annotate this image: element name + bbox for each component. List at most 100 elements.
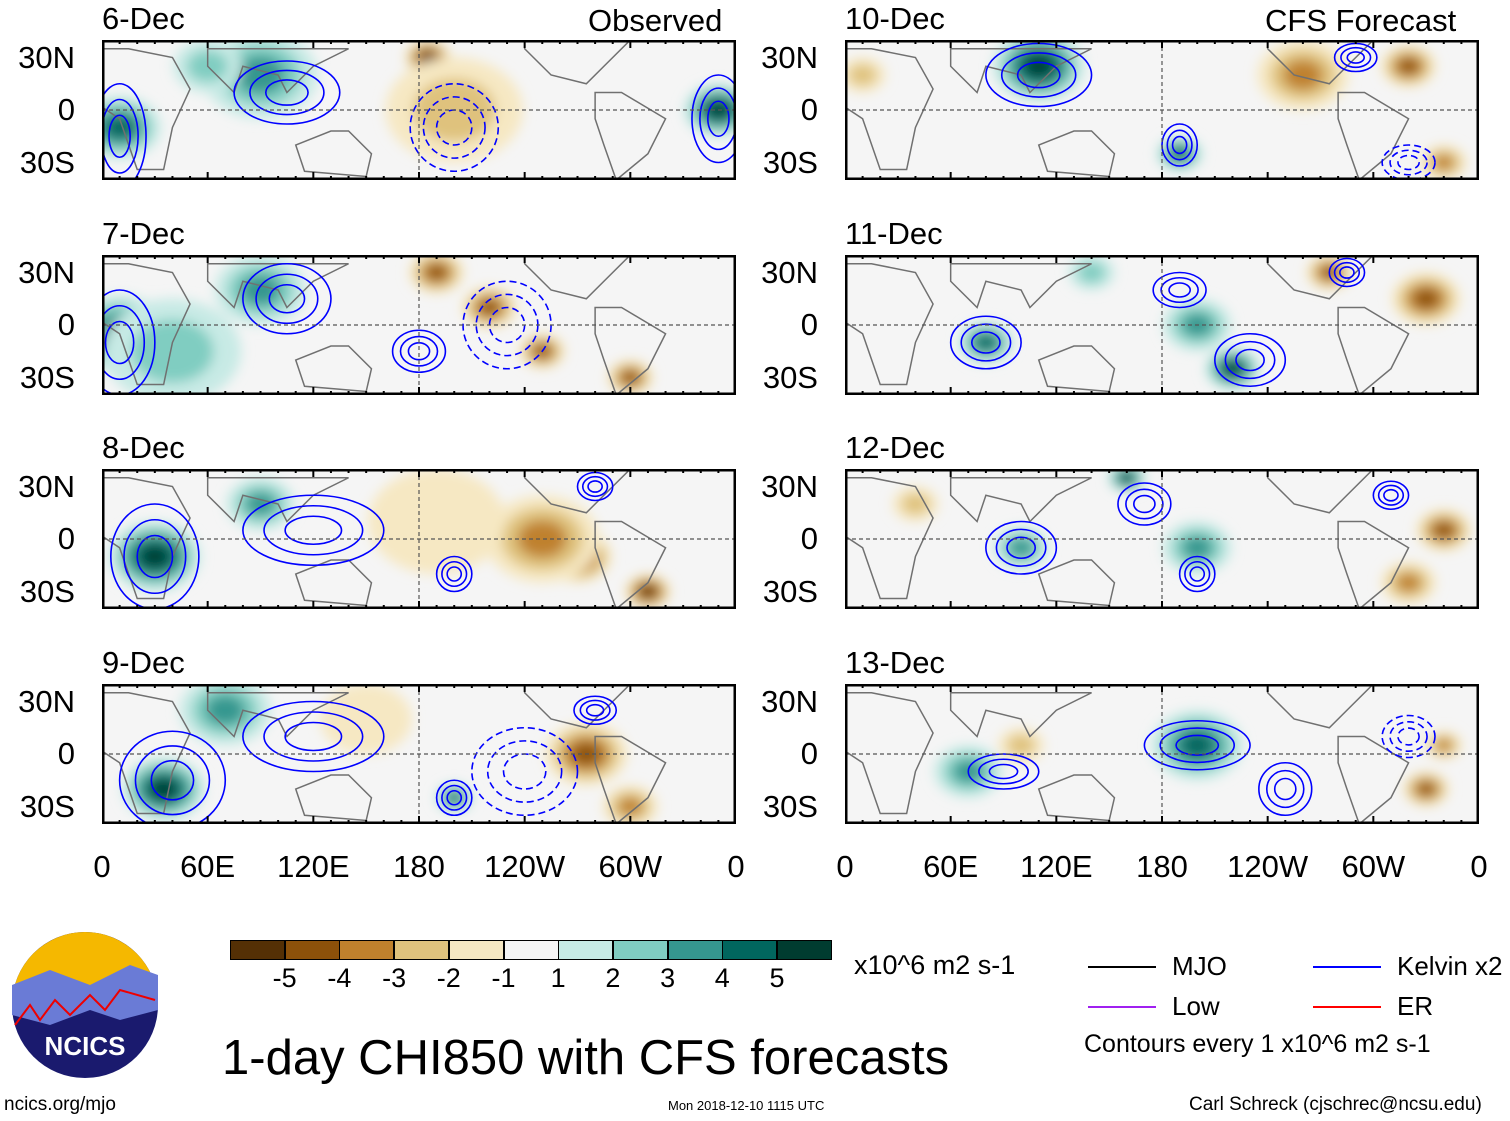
kelvin-contour	[1389, 720, 1428, 752]
kelvin-contour	[255, 273, 319, 325]
kelvin-contour	[1175, 734, 1220, 756]
coastline	[845, 477, 934, 600]
kelvin-contour	[1171, 135, 1188, 155]
legend-line	[1088, 966, 1156, 968]
panel-date: 10-Dec	[845, 1, 945, 36]
coastline	[294, 130, 373, 178]
colorbar-label: -5	[272, 963, 297, 993]
footer-center: Mon 2018-12-10 1115 UTC	[668, 1098, 825, 1113]
kelvin-contour	[1160, 276, 1199, 304]
coastline	[294, 774, 373, 822]
legend-line	[1313, 1006, 1381, 1008]
coastline	[1037, 345, 1116, 393]
coastline	[102, 477, 191, 600]
legend-line	[1313, 966, 1381, 968]
lon-label: 0	[836, 849, 854, 884]
kelvin-contour	[985, 520, 1058, 575]
lon-label: 120W	[1227, 849, 1309, 884]
units-label: x10^6 m2 s-1	[854, 950, 1016, 980]
colorbar-label: 3	[660, 963, 676, 993]
lon-label: 0	[93, 849, 111, 884]
anomaly-shading	[517, 520, 567, 558]
colorbar-swatch	[612, 940, 668, 960]
kelvin-contour	[102, 98, 139, 174]
lat-label: 30N	[18, 468, 75, 504]
kelvin-contour	[102, 304, 146, 381]
coastline	[206, 48, 349, 94]
panel-date: 9-Dec	[102, 645, 185, 680]
colorbar-swatch	[394, 940, 450, 960]
kelvin-contour	[1340, 46, 1372, 69]
legend-label: ER	[1397, 991, 1434, 1021]
anomaly-shading	[480, 300, 499, 315]
coastline	[594, 91, 667, 180]
lat-label: 0	[57, 521, 75, 556]
colorbar-label: 1	[550, 963, 566, 993]
anomaly-shading	[618, 797, 643, 816]
kelvin-contour	[1328, 257, 1366, 288]
kelvin-contour	[150, 759, 195, 801]
lat-label: 0	[57, 92, 75, 127]
kelvin-contour	[284, 721, 343, 752]
map-panel	[845, 255, 1479, 395]
lat-label: 30N	[761, 468, 818, 504]
kelvin-contour	[435, 555, 473, 593]
kelvin-contour	[978, 758, 1029, 785]
colorbar-swatch	[777, 940, 832, 960]
coastline	[1337, 735, 1410, 824]
kelvin-contour	[268, 283, 306, 314]
kelvin-contour	[691, 74, 736, 164]
coastline	[1337, 306, 1410, 395]
colorbar-label: -2	[436, 963, 461, 993]
lat-label: 30S	[762, 144, 818, 180]
kelvin-contour	[446, 566, 463, 582]
coastline	[1266, 684, 1375, 729]
anomaly-shading	[235, 56, 286, 94]
map-panel	[102, 684, 736, 824]
anomaly-shading	[1026, 56, 1052, 76]
anomaly-shading	[641, 586, 655, 597]
contour-note: Contours every 1 x10^6 m2 s-1	[1084, 1030, 1431, 1058]
coastline	[102, 692, 191, 815]
kelvin-contour	[1389, 149, 1428, 176]
kelvin-contour	[573, 695, 618, 726]
coastline	[949, 48, 1092, 94]
kelvin-contour	[995, 528, 1047, 567]
kelvin-contour	[399, 335, 439, 367]
kelvin-contour	[1000, 52, 1077, 98]
colorbar-swatch	[722, 940, 778, 960]
colorbar-label: -4	[327, 963, 352, 993]
kelvin-contour	[1381, 144, 1436, 180]
lat-label: 0	[57, 307, 75, 342]
lat-label: 0	[800, 736, 818, 771]
observed-header: Observed	[588, 3, 723, 38]
kelvin-contour	[1258, 761, 1313, 817]
lat-label: 30N	[18, 683, 75, 719]
kelvin-contour	[1397, 154, 1420, 171]
kelvin-contour	[1372, 480, 1410, 511]
kelvin-contour	[1273, 777, 1297, 801]
kelvin-contour	[441, 560, 468, 588]
anomaly-shading	[245, 492, 276, 516]
kelvin-contour	[263, 504, 364, 556]
lat-label: 30S	[762, 359, 818, 395]
coastline	[206, 477, 349, 523]
coastline	[102, 48, 191, 171]
kelvin-contour	[242, 494, 385, 567]
coastline	[594, 735, 667, 824]
kelvin-contour	[118, 730, 227, 824]
kelvin-contour	[707, 100, 730, 138]
kelvin-contour	[1143, 719, 1251, 771]
anomaly-shading	[1181, 733, 1213, 757]
lat-label: 0	[800, 92, 818, 127]
map-panel	[845, 684, 1479, 824]
kelvin-contour	[422, 96, 486, 159]
kelvin-contour	[967, 753, 1040, 790]
kelvin-contour	[242, 262, 332, 335]
colorbar-swatch	[667, 940, 723, 960]
panel-date: 7-Dec	[102, 216, 185, 251]
kelvin-contour	[1339, 266, 1355, 279]
coastline	[594, 520, 667, 609]
lon-label: 60W	[598, 849, 663, 884]
kelvin-contour	[264, 79, 309, 106]
